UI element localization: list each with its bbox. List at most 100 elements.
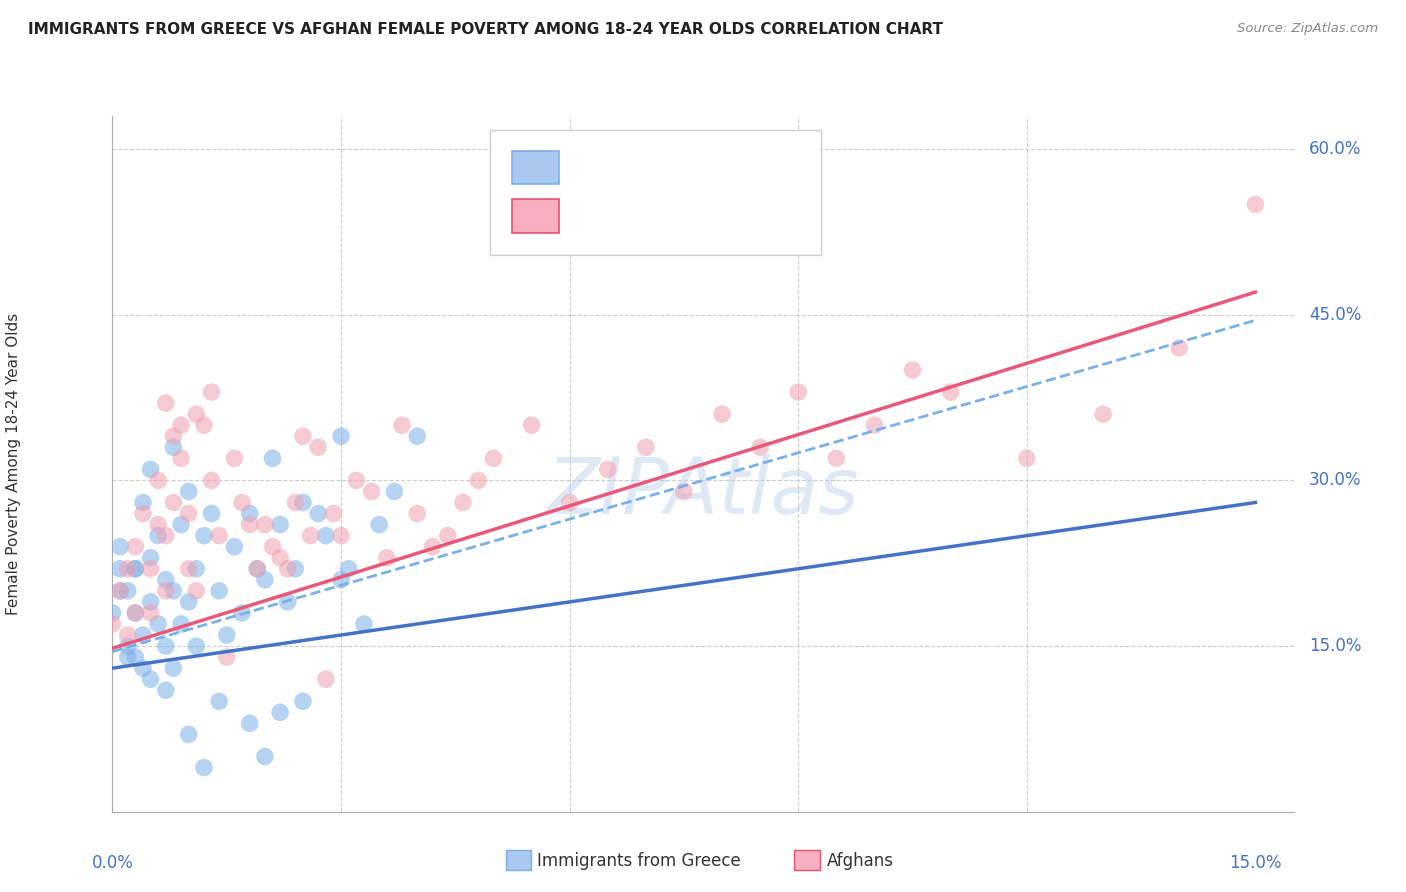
- Point: [155, 639, 177, 653]
- Text: 15.0%: 15.0%: [1309, 637, 1361, 655]
- Point: [231, 495, 253, 509]
- Text: 45.0%: 45.0%: [1309, 306, 1361, 324]
- Point: [132, 661, 155, 675]
- Point: [353, 617, 375, 632]
- Point: [139, 550, 162, 565]
- Point: [117, 639, 139, 653]
- Point: [170, 451, 193, 466]
- Point: [162, 661, 184, 675]
- Point: [467, 474, 489, 488]
- Text: 60.0%: 60.0%: [1309, 140, 1361, 158]
- Point: [672, 484, 695, 499]
- Point: [139, 562, 162, 576]
- Text: Afghans: Afghans: [827, 852, 894, 870]
- Bar: [512, 200, 560, 233]
- Point: [208, 694, 231, 708]
- Point: [315, 528, 337, 542]
- Point: [520, 418, 543, 433]
- Text: R =  0.537: R = 0.537: [571, 207, 666, 225]
- Point: [939, 385, 962, 400]
- Point: [139, 595, 162, 609]
- Point: [139, 462, 162, 476]
- Point: [239, 716, 262, 731]
- Point: [177, 507, 200, 521]
- Point: [239, 517, 262, 532]
- Bar: [512, 151, 560, 184]
- Point: [231, 606, 253, 620]
- Point: [108, 583, 131, 598]
- Text: Immigrants from Greece: Immigrants from Greece: [537, 852, 741, 870]
- Text: Source: ZipAtlas.com: Source: ZipAtlas.com: [1237, 22, 1378, 36]
- Point: [117, 628, 139, 642]
- Point: [162, 583, 184, 598]
- Point: [262, 540, 284, 554]
- Point: [186, 639, 208, 653]
- Point: [148, 474, 170, 488]
- Point: [193, 418, 215, 433]
- Point: [330, 429, 353, 443]
- Point: [749, 440, 772, 454]
- Point: [200, 385, 222, 400]
- Point: [155, 583, 177, 598]
- Point: [337, 562, 360, 576]
- Point: [155, 528, 177, 542]
- Point: [253, 517, 276, 532]
- Point: [155, 573, 177, 587]
- Point: [901, 363, 924, 377]
- Point: [825, 451, 848, 466]
- Point: [177, 727, 200, 741]
- Point: [277, 562, 299, 576]
- Point: [215, 650, 238, 665]
- Point: [330, 528, 353, 542]
- Point: [177, 562, 200, 576]
- Point: [124, 606, 146, 620]
- Point: [863, 418, 886, 433]
- Point: [132, 495, 155, 509]
- Point: [436, 528, 458, 542]
- Point: [596, 462, 619, 476]
- Point: [634, 440, 657, 454]
- Point: [155, 396, 177, 410]
- Point: [193, 760, 215, 774]
- Point: [139, 672, 162, 686]
- Point: [148, 617, 170, 632]
- Point: [117, 562, 139, 576]
- Point: [246, 562, 269, 576]
- Point: [162, 429, 184, 443]
- Point: [322, 507, 344, 521]
- Point: [200, 507, 222, 521]
- Point: [360, 484, 382, 499]
- Text: R =  0.317: R = 0.317: [571, 159, 666, 177]
- Text: N = 62: N = 62: [697, 159, 765, 177]
- Point: [330, 573, 353, 587]
- Point: [124, 606, 146, 620]
- Text: 0.0%: 0.0%: [91, 854, 134, 871]
- Point: [391, 418, 413, 433]
- Point: [124, 562, 146, 576]
- Point: [170, 617, 193, 632]
- Point: [291, 694, 314, 708]
- Point: [208, 528, 231, 542]
- Text: N = 68: N = 68: [697, 207, 765, 225]
- Text: 30.0%: 30.0%: [1309, 471, 1361, 490]
- Point: [558, 495, 581, 509]
- Point: [368, 517, 391, 532]
- Point: [1168, 341, 1191, 355]
- Point: [177, 595, 200, 609]
- Point: [117, 583, 139, 598]
- Point: [277, 595, 299, 609]
- Point: [193, 528, 215, 542]
- Point: [239, 507, 262, 521]
- Point: [215, 628, 238, 642]
- Point: [124, 540, 146, 554]
- Point: [162, 440, 184, 454]
- Point: [269, 550, 291, 565]
- Point: [108, 540, 131, 554]
- Point: [101, 606, 124, 620]
- Point: [269, 517, 291, 532]
- Point: [262, 451, 284, 466]
- Point: [253, 573, 276, 587]
- Point: [291, 495, 314, 509]
- Point: [375, 550, 398, 565]
- Point: [291, 429, 314, 443]
